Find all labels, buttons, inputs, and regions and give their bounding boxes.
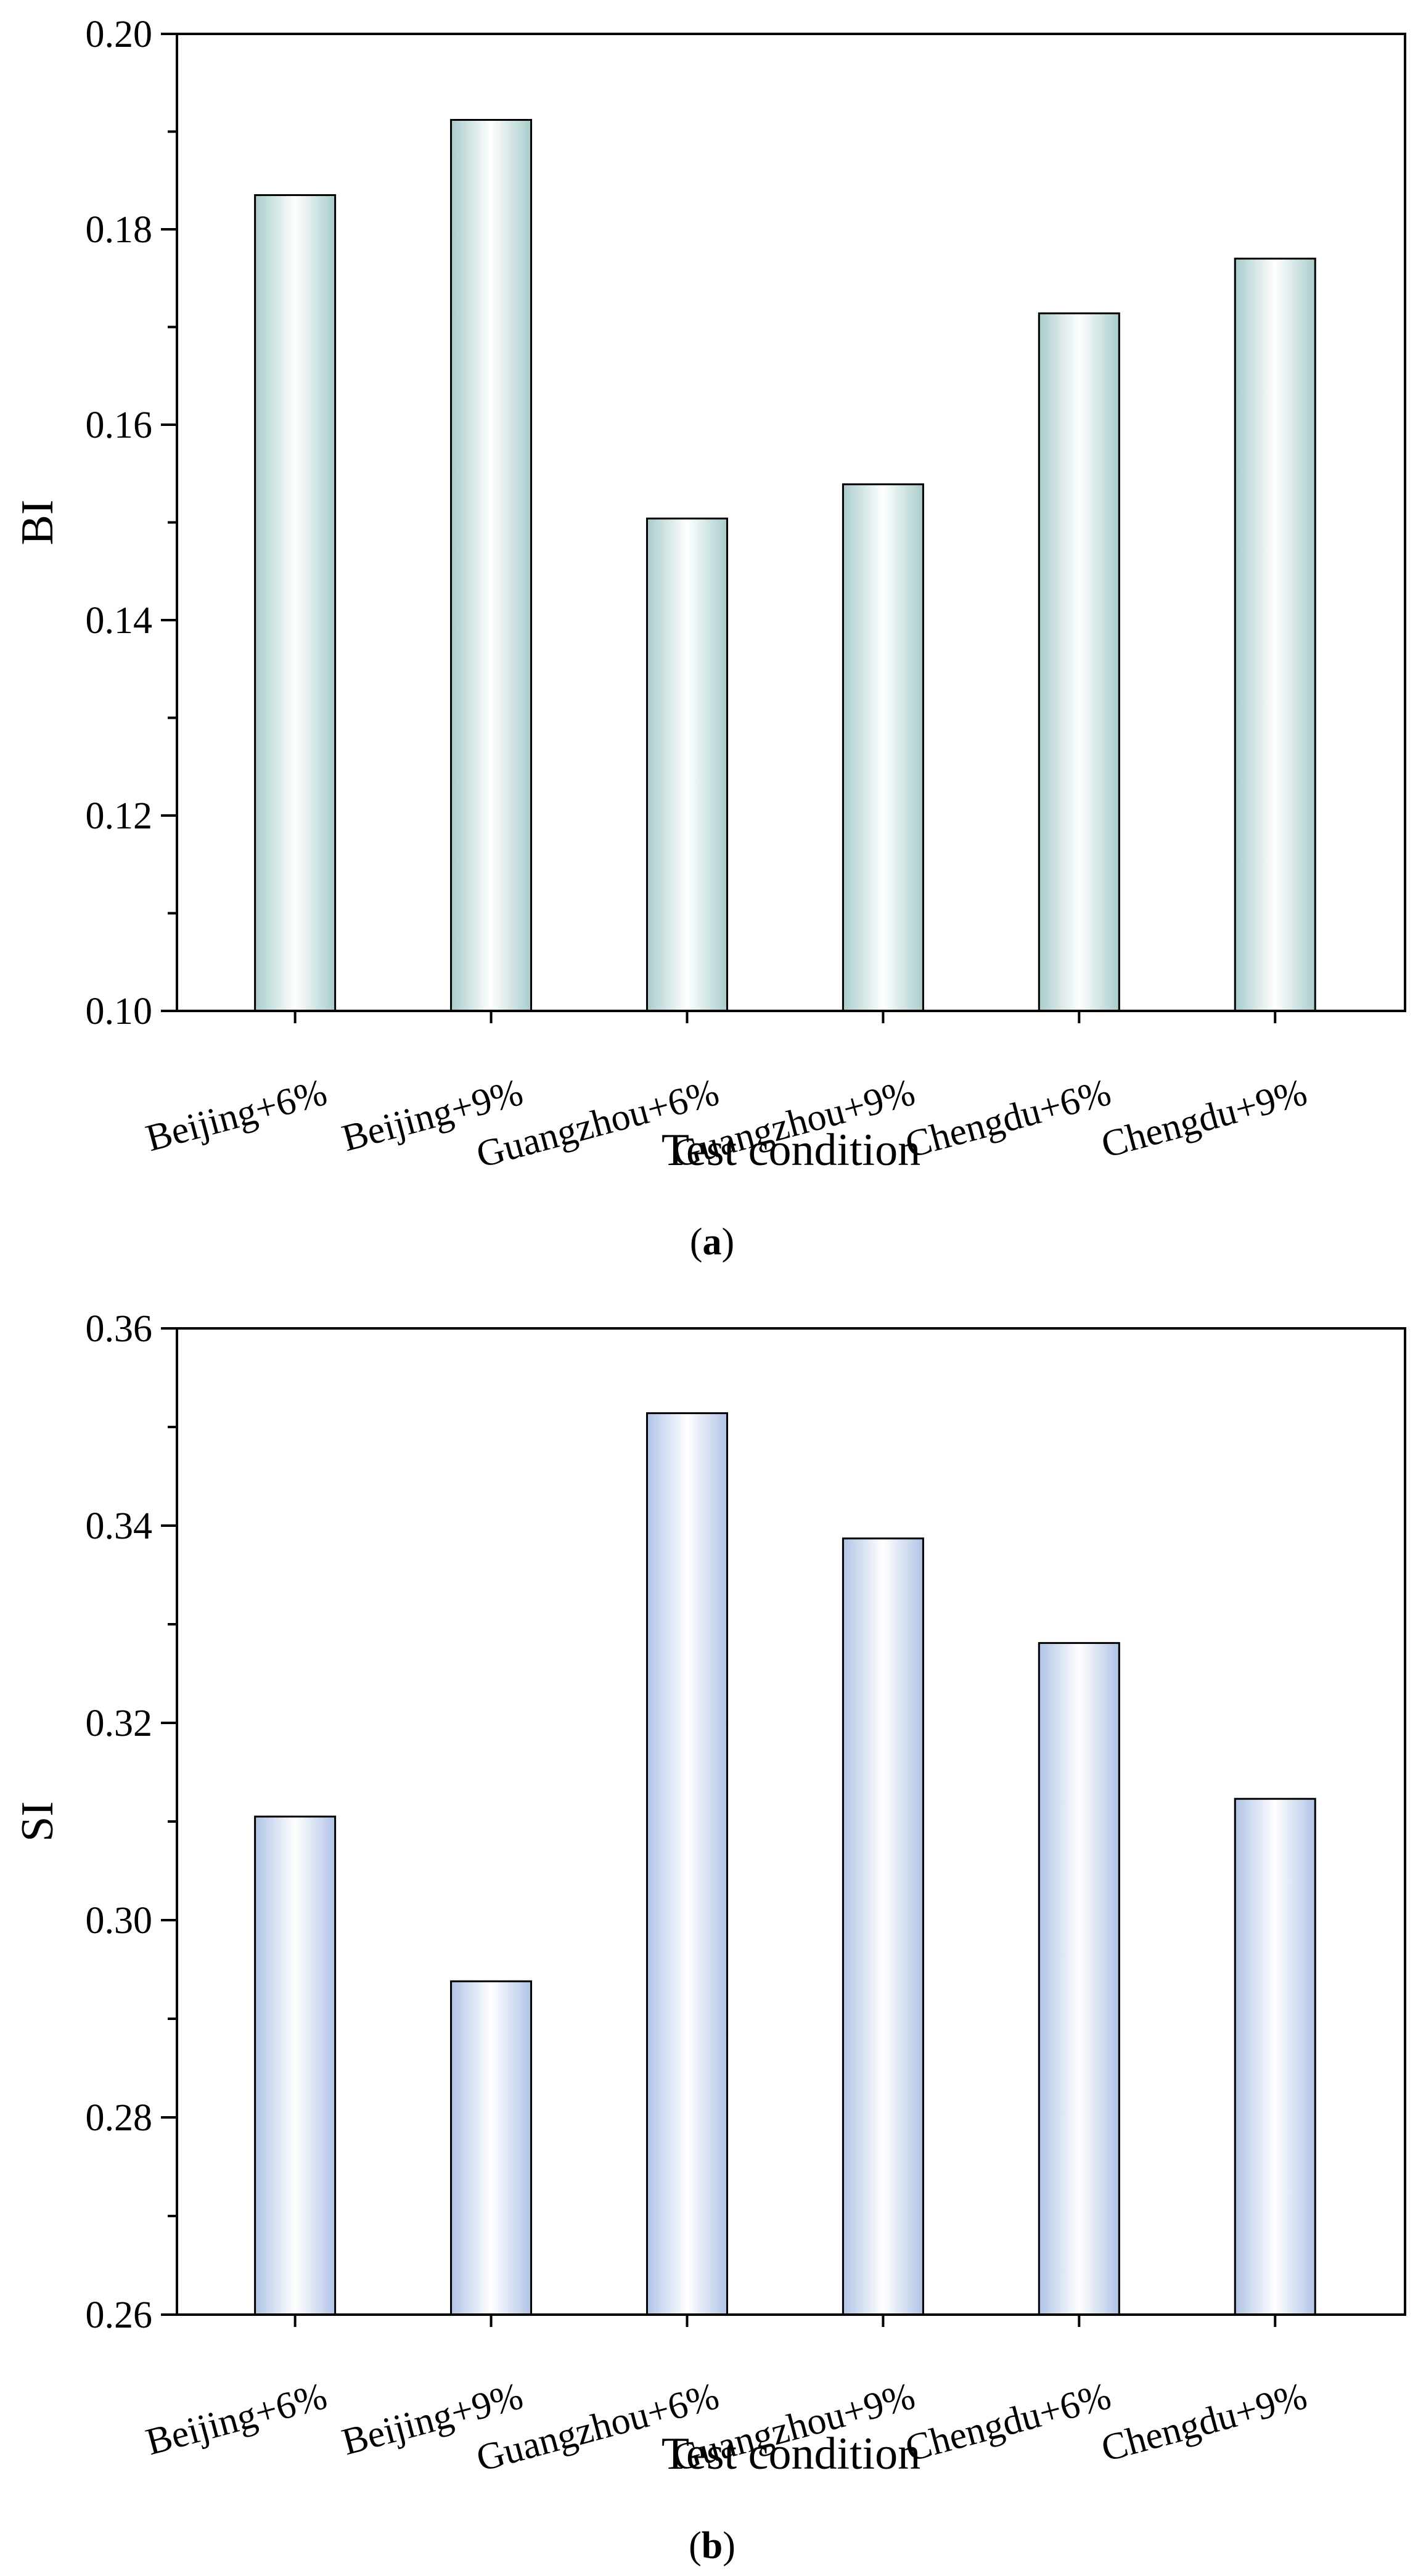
panel-label: (b) [689,2525,736,2567]
panel-label: (a) [690,1221,734,1263]
bar-chengdu-6- [1038,312,1120,1012]
bar-chengdu-6- [1038,1642,1120,2316]
bar-guangzhou-9- [842,483,924,1012]
bar-guangzhou-6- [645,1412,728,2316]
y-tick-label: 0.36 [86,1308,153,1350]
plot-frame [176,33,1406,1012]
y-tick-label: 0.12 [86,795,153,837]
x-category-label: Chengdu+6% [901,2375,1115,2470]
y-tick-label: 0.28 [86,2097,153,2139]
x-category-label: Chengdu+9% [1097,1071,1311,1166]
bar-beijing-9- [450,1980,533,2316]
bar-guangzhou-9- [842,1537,924,2316]
bar-chengdu-9- [1234,1797,1316,2316]
x-category-label: Chengdu+9% [1097,2375,1311,2470]
y-tick-label: 0.16 [86,404,153,446]
y-axis-title: SI [12,1801,63,1842]
bar-guangzhou-6- [645,517,728,1012]
y-axis-title: BI [12,500,63,546]
x-category-label: Beijing+6% [142,1071,332,1159]
x-axis-title: Test condition [662,1125,920,1176]
bar-beijing-6- [254,1815,337,2316]
y-tick-label: 0.32 [86,1703,153,1744]
bar-beijing-6- [254,194,337,1012]
x-category-label: Beijing+6% [142,2375,332,2463]
y-tick-label: 0.14 [86,600,153,642]
y-tick-label: 0.34 [86,1505,153,1547]
plot-frame [176,1327,1406,2316]
bar-chengdu-9- [1234,258,1316,1012]
y-tick-label: 0.10 [86,991,153,1032]
y-tick-label: 0.18 [86,209,153,251]
x-axis-title: Test condition [662,2429,920,2479]
x-category-label: Chengdu+6% [901,1071,1115,1166]
y-tick-label: 0.20 [86,14,153,55]
y-tick-label: 0.26 [86,2294,153,2336]
y-tick-label: 0.30 [86,1900,153,1942]
bar-beijing-9- [450,118,533,1012]
